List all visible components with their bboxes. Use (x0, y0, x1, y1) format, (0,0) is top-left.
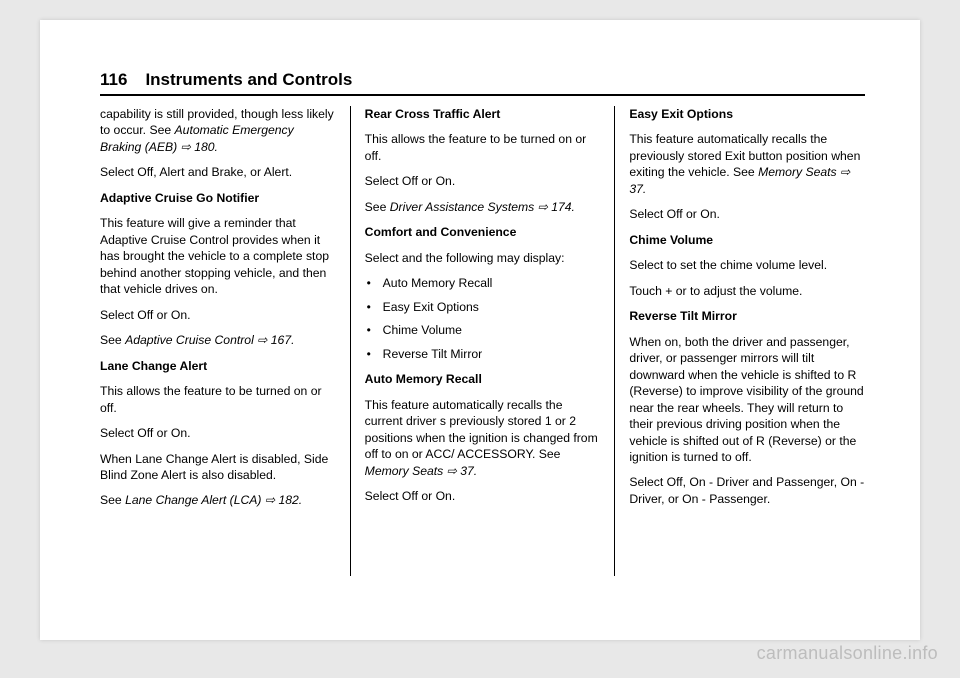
paragraph: Select Off or On. (100, 307, 336, 323)
paragraph: Touch + or to adjust the volume. (629, 283, 865, 299)
paragraph: This allows the feature to be turned on … (100, 383, 336, 416)
subheading: Easy Exit Options (629, 106, 865, 122)
paragraph: Select Off or On. (365, 488, 601, 504)
paragraph: This feature will give a reminder that A… (100, 215, 336, 297)
column-3: Easy Exit Options This feature automatic… (615, 106, 865, 576)
paragraph: Select Off or On. (365, 173, 601, 189)
paragraph: Select Off, On - Driver and Passenger, O… (629, 474, 865, 507)
text: See (100, 333, 125, 347)
paragraph: Select Off or On. (100, 425, 336, 441)
list-item: Auto Memory Recall (365, 275, 601, 291)
manual-page: 116 Instruments and Controls capability … (40, 20, 920, 640)
page-number: 116 (100, 70, 127, 90)
text: See (365, 200, 390, 214)
paragraph: See Adaptive Cruise Control ⇨ 167. (100, 332, 336, 348)
cross-reference: Lane Change Alert (LCA) ⇨ 182. (125, 493, 302, 507)
list-item: Easy Exit Options (365, 299, 601, 315)
subheading: Chime Volume (629, 232, 865, 248)
section-title: Instruments and Controls (145, 70, 352, 90)
subheading: Adaptive Cruise Go Notifier (100, 190, 336, 206)
subheading: Lane Change Alert (100, 358, 336, 374)
bullet-list: Auto Memory Recall Easy Exit Options Chi… (365, 275, 601, 362)
page-header: 116 Instruments and Controls (100, 70, 865, 96)
paragraph: See Lane Change Alert (LCA) ⇨ 182. (100, 492, 336, 508)
paragraph: When Lane Change Alert is disabled, Side… (100, 451, 336, 484)
paragraph: This feature automatically recalls the p… (629, 131, 865, 197)
content-columns: capability is still provided, though les… (100, 106, 865, 576)
subheading: Reverse Tilt Mirror (629, 308, 865, 324)
cross-reference: Driver Assistance Systems ⇨ 174. (390, 200, 575, 214)
column-2: Rear Cross Traffic Alert This allows the… (351, 106, 616, 576)
paragraph: This allows the feature to be turned on … (365, 131, 601, 164)
list-item: Chime Volume (365, 322, 601, 338)
paragraph: This feature automatically recalls the c… (365, 397, 601, 479)
paragraph: See Driver Assistance Systems ⇨ 174. (365, 199, 601, 215)
cross-reference: Adaptive Cruise Control ⇨ 167. (125, 333, 294, 347)
paragraph: capability is still provided, though les… (100, 106, 336, 155)
paragraph: Select Off, Alert and Brake, or Alert. (100, 164, 336, 180)
text: See (100, 493, 125, 507)
paragraph: Select to set the chime volume level. (629, 257, 865, 273)
subheading: Comfort and Convenience (365, 224, 601, 240)
paragraph: Select and the following may display: (365, 250, 601, 266)
text: This feature automatically recalls the c… (365, 398, 598, 461)
list-item: Reverse Tilt Mirror (365, 346, 601, 362)
cross-reference: Memory Seats ⇨ 37. (365, 464, 478, 478)
paragraph: Select Off or On. (629, 206, 865, 222)
subheading: Rear Cross Traffic Alert (365, 106, 601, 122)
watermark: carmanualsonline.info (757, 643, 938, 664)
column-1: capability is still provided, though les… (100, 106, 351, 576)
subheading: Auto Memory Recall (365, 371, 601, 387)
paragraph: When on, both the driver and passenger, … (629, 334, 865, 466)
